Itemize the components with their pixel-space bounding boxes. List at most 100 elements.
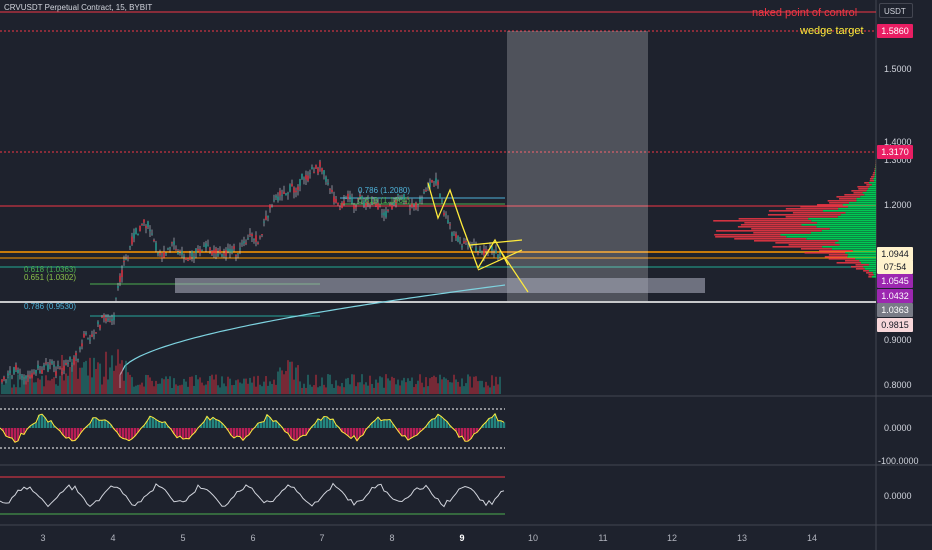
candle — [213, 249, 215, 254]
candle — [301, 173, 303, 179]
volume-profile-bar — [839, 198, 857, 200]
volume-profile-bar — [768, 210, 823, 212]
candle — [449, 224, 451, 226]
currency-selector[interactable]: USDT — [879, 3, 913, 18]
volume-bar — [123, 380, 125, 394]
candle — [251, 234, 253, 237]
volume-bar — [45, 375, 47, 394]
candle — [485, 249, 487, 251]
candle — [83, 333, 85, 338]
volume-bar — [271, 383, 273, 394]
volume-bar — [167, 378, 169, 394]
countdown-tag: 07:54 — [877, 260, 913, 274]
price-axis-label: 1.5000 — [884, 64, 912, 74]
candle — [49, 363, 51, 365]
volume-profile-bar — [855, 268, 865, 270]
volume-profile-bar — [844, 194, 865, 196]
volume-bar — [71, 358, 73, 394]
candle — [215, 248, 217, 254]
candle — [335, 199, 337, 203]
volume-profile-bar — [867, 188, 876, 190]
volume-bar — [435, 377, 437, 394]
volume-bar — [93, 357, 95, 394]
volume-profile-bar — [822, 210, 876, 212]
volume-bar — [305, 387, 307, 394]
volume-profile-bar — [863, 270, 869, 272]
volume-profile-bar — [871, 176, 875, 178]
candle — [157, 252, 159, 255]
wedge-target-label: wedge target — [800, 25, 864, 37]
volume-bar — [463, 386, 465, 394]
candle — [395, 199, 397, 206]
volume-bar — [55, 384, 57, 394]
volume-profile-bar — [845, 260, 860, 262]
symbol-title[interactable]: CRVUSDT Perpetual Contract, 15, BYBIT — [4, 3, 153, 12]
candle — [45, 362, 47, 364]
volume-bar — [121, 360, 123, 394]
candle — [175, 249, 177, 251]
candle — [377, 203, 379, 210]
candle — [101, 317, 103, 319]
candle — [493, 254, 495, 256]
volume-profile-bar — [868, 270, 876, 272]
price-axis-label: 0.8000 — [884, 380, 912, 390]
volume-profile-bar — [836, 262, 862, 264]
time-axis-label: 9 — [459, 533, 465, 543]
candle — [453, 234, 455, 236]
time-axis-label: 10 — [527, 533, 539, 543]
volume-bar — [499, 376, 501, 394]
price-axis-label: 1.4000 — [884, 137, 912, 147]
candle — [461, 245, 463, 248]
candle — [365, 202, 367, 207]
volume-bar — [53, 377, 55, 394]
volume-bar — [251, 382, 253, 394]
volume-profile-bar — [873, 178, 876, 180]
volume-bar — [51, 378, 53, 394]
volume-bar — [335, 380, 337, 394]
candle — [349, 195, 351, 199]
candle — [7, 373, 9, 376]
candle — [233, 246, 235, 249]
candle — [25, 375, 27, 379]
candle — [357, 198, 359, 200]
candle — [433, 185, 435, 187]
volume-bar — [179, 385, 181, 394]
volume-profile-bar — [858, 188, 868, 190]
volume-profile-bar — [800, 248, 832, 250]
time-axis-label: 4 — [110, 533, 116, 543]
candle — [105, 318, 107, 322]
volume-bar — [245, 378, 247, 394]
candle — [337, 202, 339, 205]
candle — [227, 248, 229, 252]
volume-bar — [201, 382, 203, 394]
volume-bar — [247, 383, 249, 394]
volume-bar — [107, 379, 109, 394]
volume-bar — [237, 379, 239, 394]
volume-bar — [181, 384, 183, 394]
candle — [401, 198, 403, 200]
candle — [173, 241, 175, 245]
candle — [91, 334, 93, 337]
volume-bar — [231, 385, 233, 394]
candle — [183, 255, 185, 258]
candle — [127, 257, 129, 259]
candle — [331, 189, 333, 192]
time-axis-label: 5 — [180, 533, 186, 543]
candle — [3, 377, 5, 380]
volume-bar — [139, 384, 141, 394]
candle — [77, 358, 79, 360]
volume-bar — [289, 361, 291, 394]
osc-line — [0, 412, 505, 443]
volume-profile-bar — [786, 236, 876, 238]
volume-bar — [361, 374, 363, 394]
wedge-projection — [499, 249, 529, 293]
volume-profile-bar — [859, 260, 876, 262]
volume-bar — [329, 374, 331, 394]
volume-bar — [177, 385, 179, 394]
candle — [37, 364, 39, 369]
volume-bar — [115, 365, 117, 394]
volume-bar — [129, 374, 131, 394]
volume-bar — [277, 371, 279, 394]
candle — [125, 258, 127, 260]
